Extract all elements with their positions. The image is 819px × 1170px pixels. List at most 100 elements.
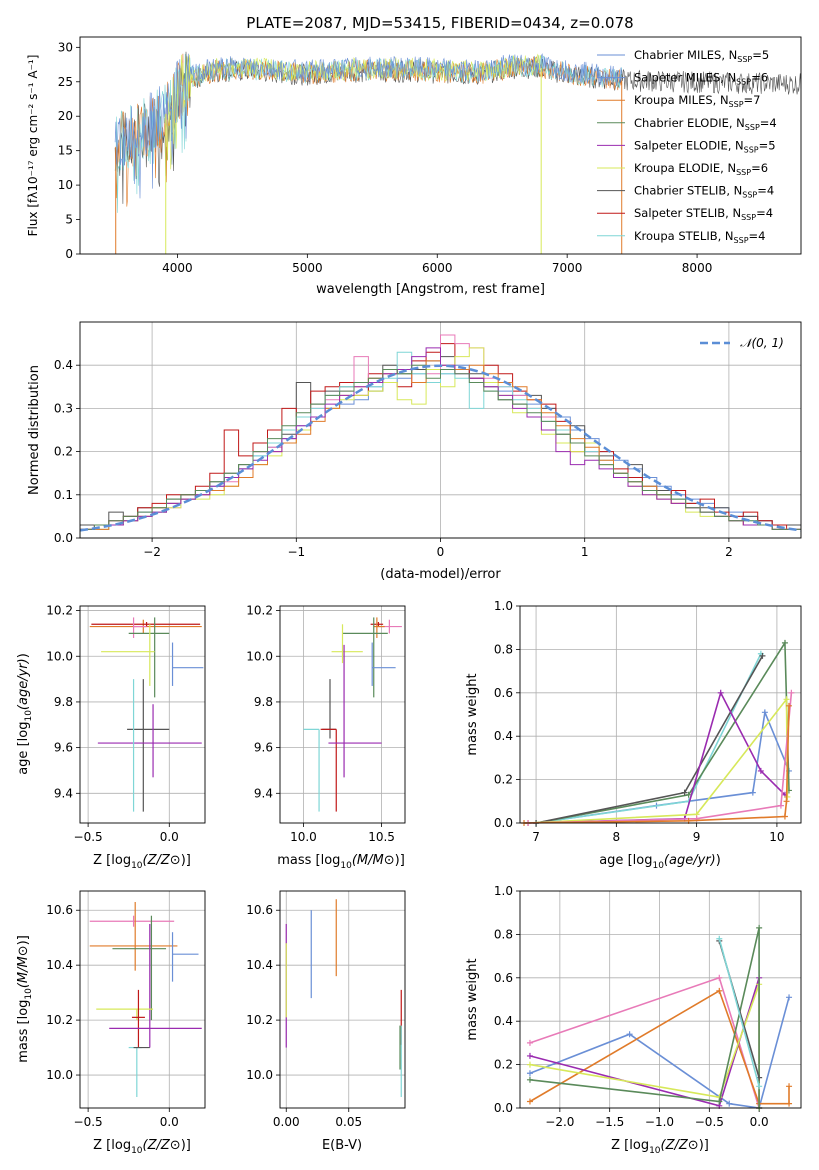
legend-text: Salpeter STELIB, N [634,206,741,220]
weight-marker [526,1052,533,1059]
x-axis-label: age [log10(age/yr)) [599,853,721,871]
spectrum-line [114,53,622,199]
y-tick-label: 15 [58,144,73,158]
x-tick-label: −1.5 [595,1115,624,1129]
axes-frame [79,890,206,1109]
label-part: (M/M [16,956,31,988]
weight-series [718,938,760,1087]
x-tick-label: −2 [143,545,161,559]
y-tick-label: 9.6 [54,741,73,755]
weight-marker [726,1100,733,1107]
axes-frame [279,605,406,824]
y-tick-label: 10.4 [246,958,273,972]
legend-text: Kroupa STELIB, N [634,229,734,243]
x-axis-label: Z [log10(Z/Z⊙)] [93,1138,191,1156]
x-tick-label: 7000 [552,261,583,275]
weight-marker [785,702,792,709]
y-tick-label: 10.0 [246,649,273,663]
label-part: ⊙)] [16,935,31,956]
y-tick-label: 9.4 [54,786,73,800]
y-tick-label: 0.6 [494,971,513,985]
legend-text: =5 [759,138,776,152]
y-tick-label: 9.8 [254,695,273,709]
label-part: (Z/Z [143,1138,171,1153]
y-tick-label: 1.0 [494,884,513,898]
x-tick-label: 0.00 [273,1115,300,1129]
label-subscript: 10 [24,710,34,722]
weight-marker [781,639,788,646]
x-tick-label: 8 [613,830,621,844]
label-part: Z [log [93,1138,131,1153]
x-axis-label: E(B-V) [322,1138,362,1153]
label-subscript: 10 [131,861,143,871]
spectrum-line [164,53,542,170]
y-tick-label: 10.2 [246,1013,273,1027]
y-tick-label: 9.4 [254,786,273,800]
massweight-vs-metallicity-panel: −2.0 −1.5 −1.0 −0.5 0.0 0.0 0.2 0.4 0.6 0.8 1.0 mas… [465,884,802,1156]
y-tick-label: 1.0 [494,599,513,613]
x-tick-label: 5000 [292,261,323,275]
histogram-series [80,364,801,538]
axes-frame [79,605,206,824]
figure-title: PLATE=2087, MJD=53415, FIBERID=0434, z=0… [246,14,633,32]
weight-marker [783,798,790,805]
y-tick-label: 10.6 [246,903,273,917]
legend-text: =4 [757,184,774,198]
weight-marker [717,689,724,696]
label-part: (Z/Z [661,1138,689,1153]
y-tick-label: 0.1 [54,488,73,502]
x-tick-label: −2.0 [545,1115,574,1129]
legend-entry: Salpeter STELIB, NSSP=4 [634,206,773,222]
legend-subscript: SSP [736,168,751,177]
y-axis-label: Normed distribution [27,365,42,495]
y-tick-label: 0.0 [494,816,513,830]
age-vs-mass-panel: 10.0 10.5 9.4 9.6 9.8 10.0 10.2 mass [log10(M/M… [246,604,406,871]
weight-marker [786,1083,793,1090]
label-part: (age/yr) [16,658,31,710]
weight-marker [526,1076,533,1083]
legend-subscript: SSP [736,78,751,87]
legend-subscript: SSP [745,123,760,132]
label-part: ⊙)] [688,1138,709,1153]
y-tick-label: 10.0 [46,649,73,663]
label-subscript: 10 [340,861,352,871]
label-part: (Z/Z [143,853,171,868]
axes-frame [79,36,802,255]
weight-marker [526,1039,533,1046]
residual-histogram-panel: −2 −1 0 1 2 0.0 0.1 0.2 0.3 0.4 𝒩(0, 1) (data-model… [27,321,802,582]
x-tick-label: 0.0 [750,1115,769,1129]
label-part: ) [716,853,721,868]
legend-text: Salpeter MILES, N [634,71,736,85]
legend-entry: Kroupa MILES, NSSP=7 [634,93,760,109]
y-tick-label: 10.2 [46,1013,73,1027]
weight-marker [788,689,795,696]
weight-marker [716,935,723,942]
x-tick-label: 10 [769,830,784,844]
label-subscript: 10 [649,1146,661,1156]
y-tick-label: 0.3 [54,401,73,415]
x-tick-label: 2 [725,545,733,559]
x-axis-label: (data-model)/error [380,567,501,582]
y-tick-label: 0.2 [494,773,513,787]
label-part: (M/M [352,853,384,868]
legend-subscript: SSP [744,145,759,154]
legend-subscript: SSP [734,236,749,245]
y-tick-label: 9.6 [254,741,273,755]
axes-frame [79,321,802,539]
weight-marker [783,696,790,703]
weight-marker [781,813,788,820]
mass-vs-ebv-panel: 0.00 0.05 10.0 10.2 10.4 10.6 E(B-V) [246,890,406,1153]
legend-entry: Salpeter MILES, NSSP=6 [634,71,768,87]
y-tick-label: 10.2 [46,604,73,618]
y-tick-label: 5 [65,213,73,227]
y-tick-label: 0.2 [54,445,73,459]
weight-marker [759,652,766,659]
legend-text: =6 [751,161,768,175]
weight-series [535,653,762,824]
y-tick-label: 10.2 [246,604,273,618]
label-part: mass [log [277,853,340,868]
weight-marker [749,789,756,796]
weight-marker [756,924,763,931]
label-part: ⊙)] [170,1138,191,1153]
weight-marker [761,709,768,716]
